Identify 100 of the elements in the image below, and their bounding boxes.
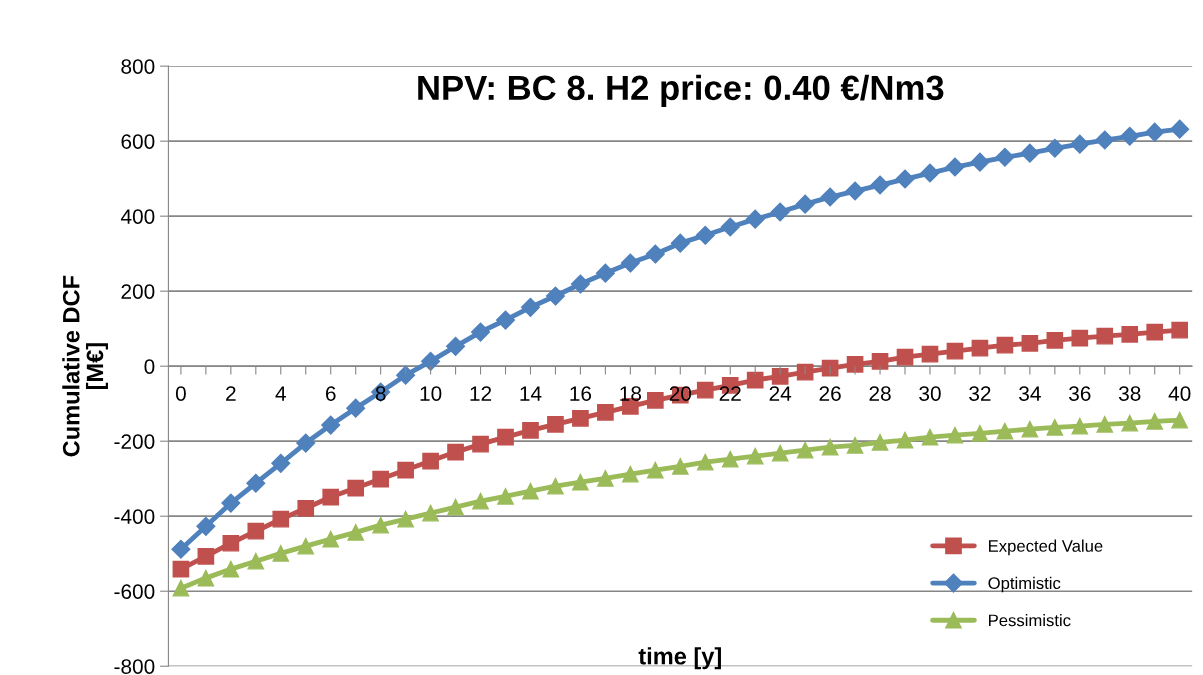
point: [597, 469, 614, 487]
point: [796, 363, 814, 381]
point: [1071, 417, 1089, 435]
point: [347, 523, 365, 541]
point: [1046, 331, 1064, 349]
point: [597, 403, 614, 421]
point: [1021, 420, 1039, 438]
point: [322, 488, 340, 506]
point: [197, 548, 215, 565]
point: [770, 202, 790, 222]
point: [696, 381, 714, 399]
point: [921, 345, 939, 363]
x-tick-label: 38: [1118, 386, 1141, 401]
point: [447, 498, 464, 516]
x-tick-label: 16: [570, 386, 592, 401]
point: [372, 470, 389, 488]
point: [771, 367, 789, 385]
point: [946, 342, 964, 360]
point: [196, 516, 216, 536]
point: [821, 359, 839, 377]
y-tick-label: 200: [121, 284, 155, 299]
point: [572, 409, 589, 427]
point: [372, 516, 389, 534]
point: [1145, 122, 1165, 142]
point: [472, 492, 489, 510]
point: [172, 579, 190, 597]
point: [971, 424, 989, 442]
point: [896, 431, 914, 449]
point: [447, 443, 464, 461]
point: [671, 457, 689, 475]
point: [446, 336, 466, 356]
x-tick-label: 34: [1019, 386, 1041, 401]
point: [871, 352, 889, 370]
x-tick-label: 0: [175, 386, 186, 401]
point: [396, 365, 416, 385]
point: [247, 522, 265, 540]
point: [172, 560, 190, 578]
chart-title: NPV: BC 8. H2 price: 0.40 €/Nm3: [418, 74, 944, 108]
point: [1120, 126, 1140, 146]
point: [646, 391, 664, 409]
y-tick-label: -200: [114, 434, 155, 449]
point: [745, 209, 765, 229]
point: [1095, 130, 1115, 150]
point: [921, 428, 939, 446]
point: [572, 473, 589, 491]
point: [347, 479, 365, 497]
point: [746, 371, 764, 389]
point: [646, 461, 664, 479]
point: [421, 351, 441, 371]
point: [495, 310, 516, 330]
point: [1146, 412, 1164, 430]
y-tick-label: -800: [114, 659, 155, 674]
point: [945, 157, 965, 177]
point: [1170, 119, 1190, 139]
point: [1045, 138, 1065, 158]
point: [620, 253, 640, 273]
point: [222, 560, 240, 578]
point: [197, 569, 215, 587]
point: [472, 435, 489, 453]
x-tick-label: 32: [969, 386, 991, 401]
point: [397, 510, 414, 528]
point: [970, 152, 990, 172]
point: [422, 452, 439, 470]
point: [1096, 327, 1114, 345]
point: [547, 415, 564, 433]
point: [422, 504, 439, 522]
point: [1046, 418, 1064, 436]
point: [1071, 329, 1089, 347]
point: [1121, 414, 1139, 432]
point: [1070, 134, 1090, 154]
point: [570, 274, 590, 294]
y-tick-label: 800: [121, 59, 155, 74]
point: [821, 438, 839, 456]
point: [1021, 334, 1039, 352]
point: [1171, 411, 1189, 429]
point: [645, 244, 665, 264]
legend-label: Optimistic: [988, 576, 1061, 593]
x-tick-label: 12: [470, 386, 492, 401]
x-tick-label: 4: [275, 386, 286, 401]
x-tick-label: 6: [325, 386, 336, 401]
point: [171, 539, 191, 559]
x-tick-label: 40: [1168, 386, 1191, 401]
point: [995, 147, 1015, 167]
point: [246, 473, 266, 493]
point: [771, 444, 789, 462]
point: [996, 422, 1014, 440]
point: [497, 428, 514, 446]
legend-label: Expected Value: [989, 539, 1103, 556]
point: [346, 398, 366, 418]
point: [297, 537, 315, 555]
y-tick-label: 400: [120, 209, 155, 224]
point: [896, 348, 914, 366]
x-axis-title: time [y]: [638, 647, 721, 670]
y-axis-title: Cumulative DCF [M€]: [62, 275, 108, 457]
x-tick-label: 8: [375, 386, 386, 401]
point: [695, 225, 715, 245]
point: [520, 297, 541, 317]
point: [721, 450, 739, 468]
point: [222, 534, 240, 552]
point: [321, 415, 341, 435]
